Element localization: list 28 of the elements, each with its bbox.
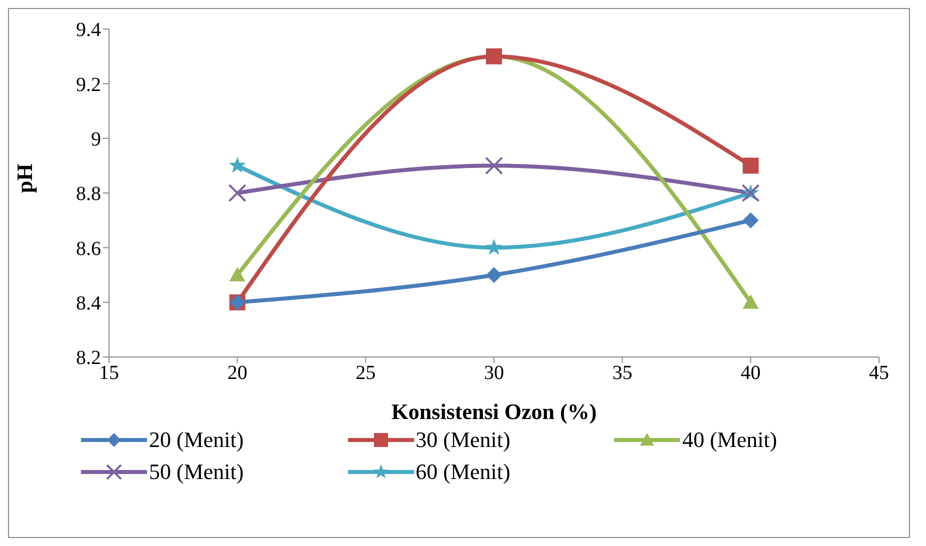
point: [742, 158, 759, 174]
legend-label: 30 (Menit): [416, 427, 510, 453]
point: [485, 156, 503, 175]
x-tick-label: 35: [612, 362, 632, 384]
legend-label: 60 (Menit): [416, 459, 510, 485]
legend-label: 20 (Menit): [149, 427, 244, 453]
y-tick-label: 8.2: [76, 347, 101, 370]
y-tick-label: 8.4: [76, 292, 101, 314]
y-tick-label: 9: [91, 128, 101, 150]
x-tick-label: 40: [740, 362, 761, 384]
x-tick-label: 30: [484, 362, 504, 384]
y-tick-label: 8.8: [76, 183, 101, 206]
point: [486, 267, 502, 283]
x-tick-label: 20: [227, 362, 248, 384]
legend-label: 50 (Menit): [149, 459, 244, 485]
point: [486, 238, 502, 255]
x-tick-label: 25: [356, 362, 376, 384]
y-tick-label: 8.6: [76, 238, 101, 260]
x-tick-label: 15: [99, 362, 119, 384]
point: [742, 212, 759, 228]
y-tick-label: 9.2: [76, 74, 101, 96]
point: [228, 184, 246, 202]
x-axis-title: Konsistensi Ozon (%): [391, 399, 597, 424]
point: [228, 156, 246, 173]
y-tick-label: 9.4: [76, 19, 101, 42]
x-tick-label: 45: [869, 362, 889, 384]
legend-label: 40 (Menit): [682, 427, 778, 453]
y-axis-title: pH: [12, 164, 37, 193]
